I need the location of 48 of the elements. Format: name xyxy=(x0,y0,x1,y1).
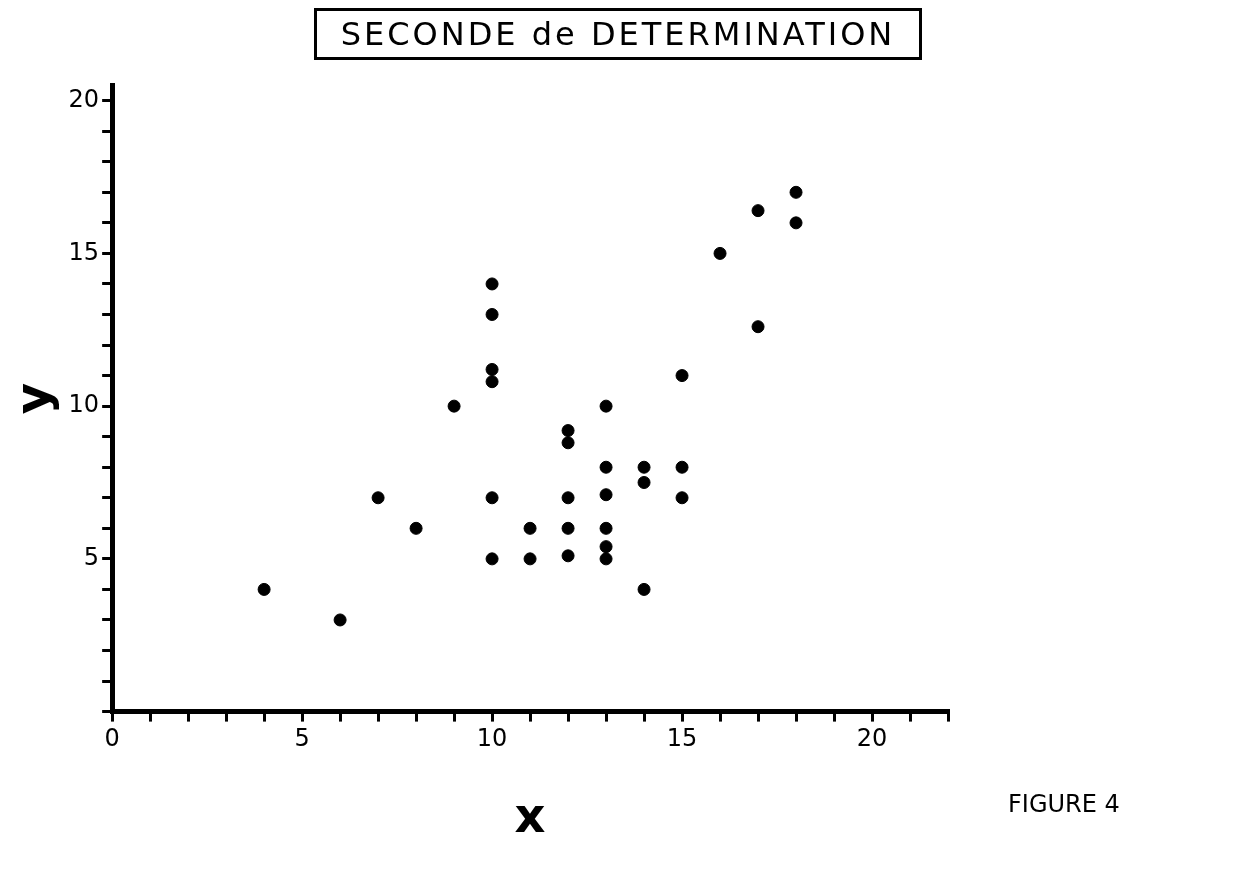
x-tick-label: 10 xyxy=(476,723,508,752)
chart-title: SECONDE de DETERMINATION xyxy=(313,8,923,60)
point xyxy=(561,424,575,438)
point xyxy=(561,521,575,535)
point xyxy=(447,399,461,413)
point xyxy=(409,521,423,535)
point xyxy=(599,488,613,502)
point xyxy=(599,399,613,413)
point xyxy=(561,436,575,450)
point xyxy=(675,460,689,474)
point xyxy=(637,460,651,474)
y-tick-label: 10 xyxy=(68,390,100,419)
caption: FIGURE 4 xyxy=(1008,790,1120,818)
point xyxy=(561,491,575,505)
point xyxy=(599,540,613,554)
point xyxy=(675,491,689,505)
point xyxy=(485,491,499,505)
point xyxy=(257,582,271,596)
point xyxy=(485,277,499,291)
point xyxy=(751,204,765,218)
point xyxy=(789,216,803,230)
y-axis-title: y xyxy=(4,382,61,415)
point xyxy=(523,521,537,535)
point xyxy=(599,552,613,566)
point xyxy=(523,552,537,566)
point xyxy=(333,613,347,627)
y-tick-label: 15 xyxy=(68,237,100,266)
point xyxy=(675,369,689,383)
x-tick-label: 5 xyxy=(294,723,310,752)
point xyxy=(599,521,613,535)
point xyxy=(561,549,575,563)
x-tick-label: 0 xyxy=(104,723,120,752)
y-tick-label: 20 xyxy=(68,84,100,113)
point xyxy=(637,476,651,489)
x-tick-label: 15 xyxy=(666,723,698,752)
point xyxy=(789,185,803,199)
point xyxy=(485,308,499,321)
point xyxy=(599,460,613,474)
point xyxy=(485,552,499,566)
x-tick-label: 20 xyxy=(856,723,888,752)
y-tick-label: 5 xyxy=(83,543,100,572)
point xyxy=(751,320,765,334)
point xyxy=(637,582,651,596)
point xyxy=(485,375,499,389)
point xyxy=(485,362,499,376)
point xyxy=(371,491,385,505)
point xyxy=(713,246,727,260)
x-axis-title: x xyxy=(514,786,546,843)
